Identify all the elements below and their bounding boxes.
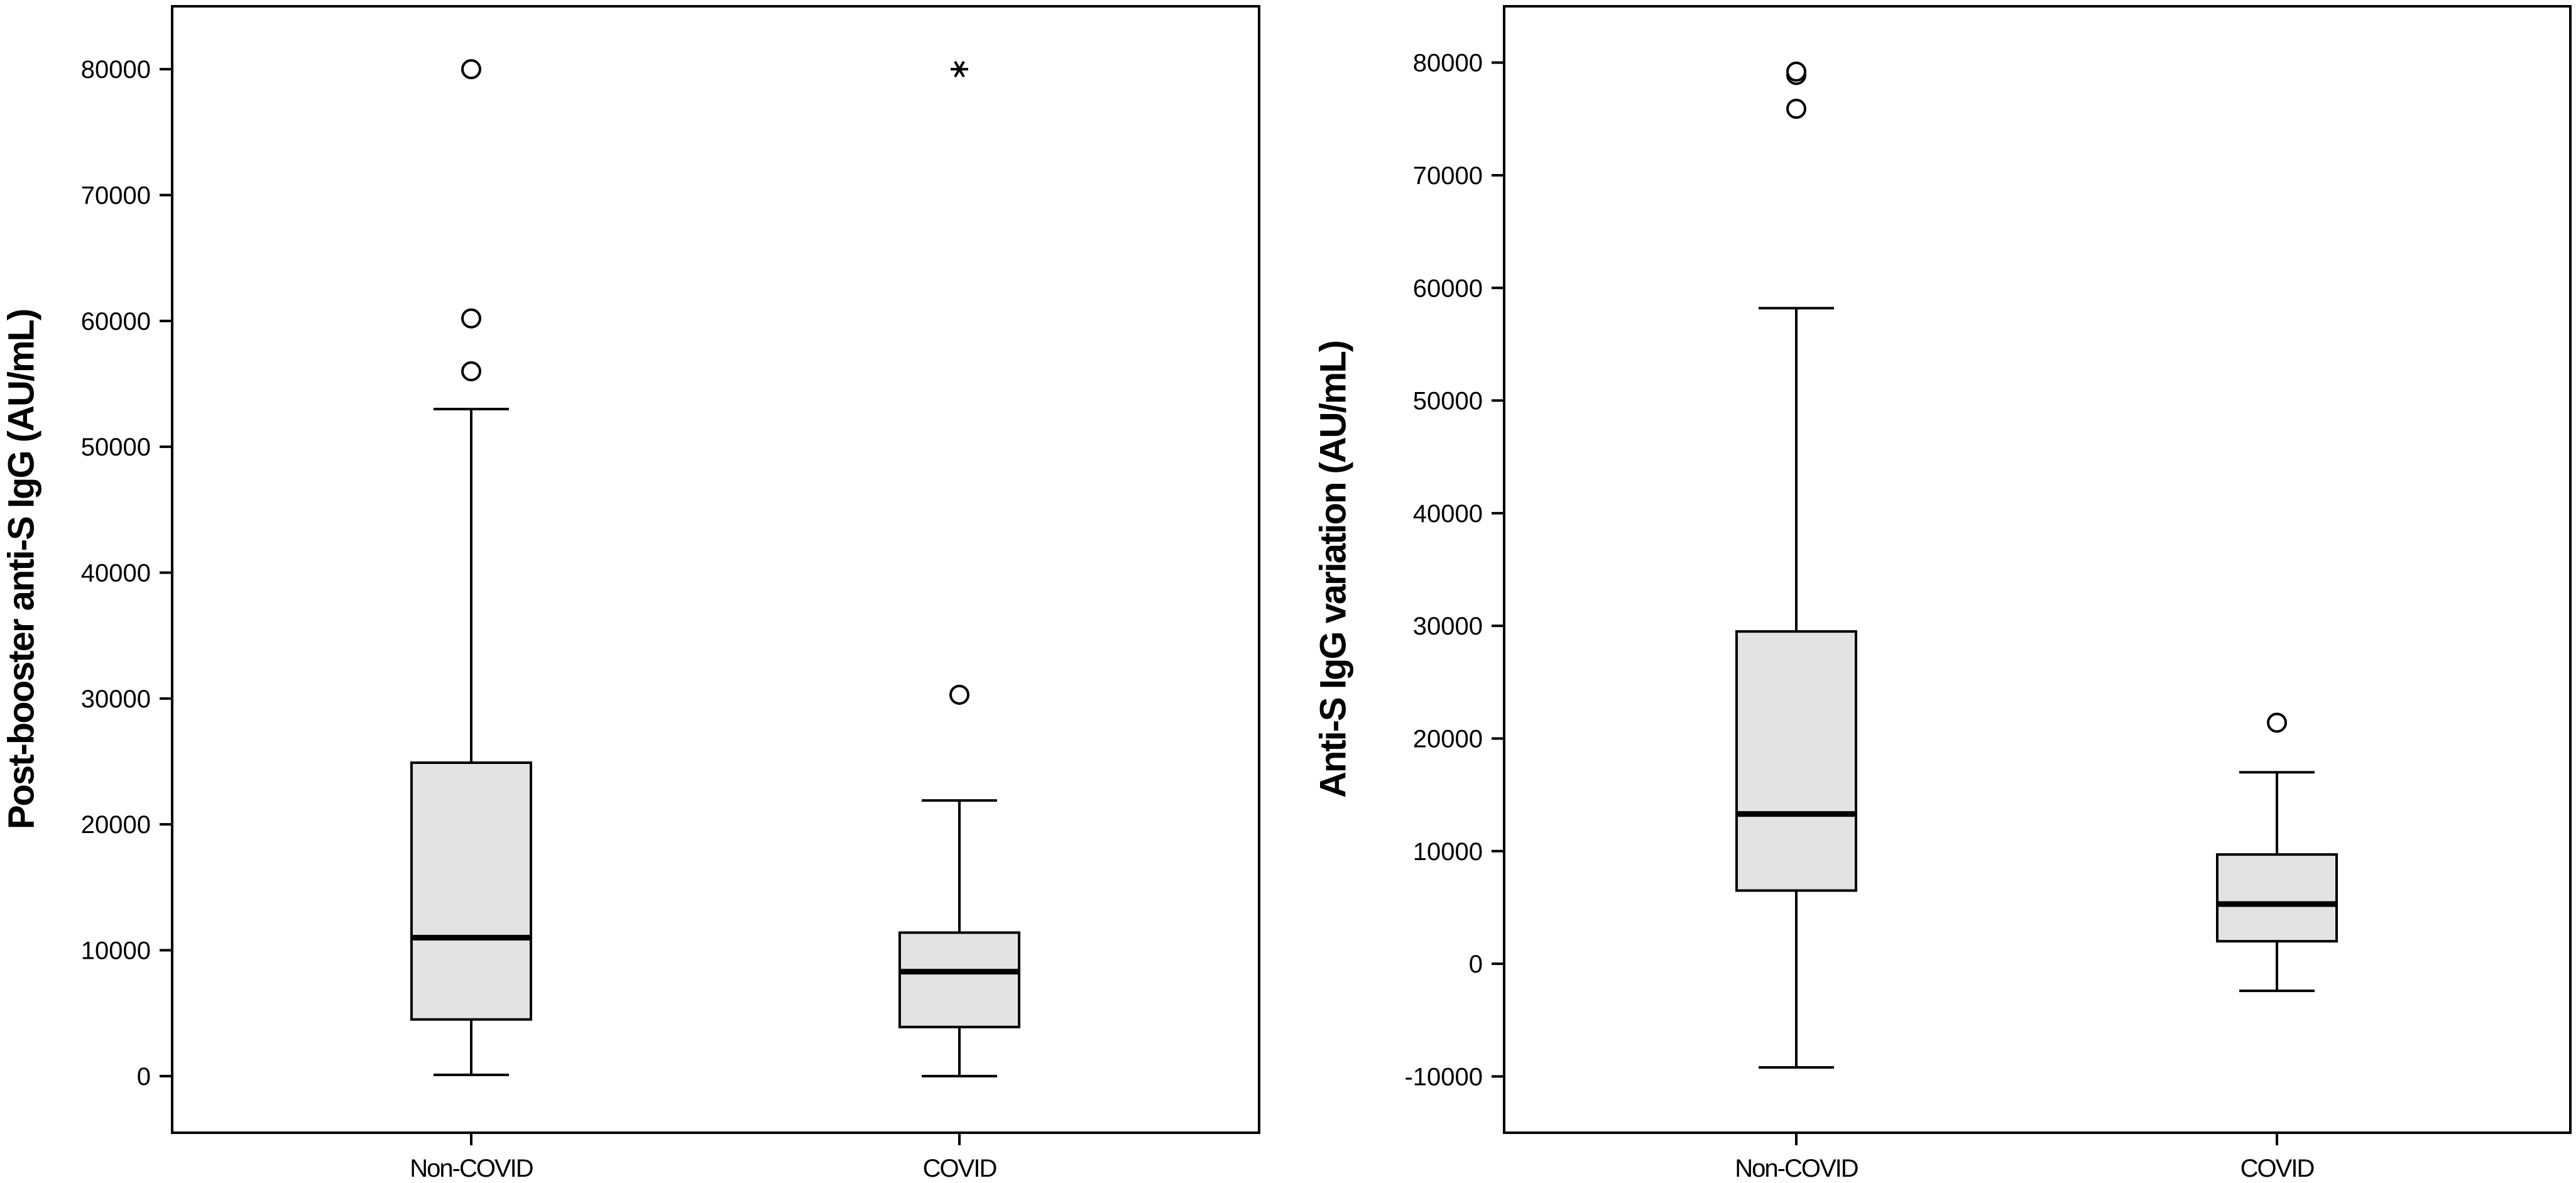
- y-tick-label: 40000: [81, 560, 151, 587]
- y-tick-label: 80000: [1413, 50, 1483, 77]
- y-tick-label: -10000: [1404, 1063, 1483, 1091]
- y-tick-label: 70000: [1413, 162, 1483, 190]
- iqr-box: [410, 761, 532, 1021]
- extreme-point-stroke: [954, 61, 965, 78]
- x-category-label: COVID: [923, 1155, 996, 1182]
- left-boxplot-panel: 0 10000 20000 30000 40000 50000 60000 70000 8000…: [1, 5, 1260, 1182]
- right-boxplot-panel: -10000 0 10000 20000 30000 40000 50000 60000 700…: [1313, 5, 2572, 1182]
- iqr-box: [898, 931, 1020, 1028]
- y-axis-title: Post-booster anti-S IgG (AU/mL): [1, 310, 42, 829]
- y-tick-label: 30000: [1413, 613, 1483, 640]
- outlier-point: [949, 684, 969, 705]
- iqr-box: [2216, 853, 2338, 943]
- x-category-label: COVID: [2240, 1155, 2314, 1182]
- y-tick-label: 0: [1469, 951, 1483, 978]
- y-tick-label: 50000: [81, 433, 151, 461]
- y-axis-title: Anti-S IgG variation (AU/mL): [1313, 341, 1354, 798]
- outlier-point: [2267, 712, 2287, 733]
- outlier-point: [461, 59, 481, 80]
- y-tick-label: 10000: [1413, 838, 1483, 866]
- y-tick-label: 20000: [81, 811, 151, 839]
- extreme-point: [951, 61, 968, 78]
- y-tick-label: 50000: [1413, 388, 1483, 415]
- y-tick-label: 10000: [81, 937, 151, 965]
- outlier-point: [461, 308, 481, 329]
- plot-frame: [1503, 5, 2572, 1134]
- outlier-point: [1786, 99, 1806, 119]
- y-tick-label: 40000: [1413, 500, 1483, 528]
- iqr-box: [1735, 630, 1857, 892]
- outlier-point: [1786, 61, 1806, 82]
- outlier-point: [461, 361, 481, 381]
- y-tick-label: 70000: [81, 182, 151, 210]
- y-tick-label: 0: [137, 1063, 151, 1091]
- y-tick-label: 60000: [1413, 275, 1483, 302]
- y-tick-label: 80000: [81, 56, 151, 84]
- x-category-label: Non-COVID: [410, 1155, 532, 1182]
- plot-frame: [171, 5, 1260, 1134]
- y-tick-label: 30000: [81, 685, 151, 713]
- x-category-label: Non-COVID: [1735, 1155, 1857, 1182]
- y-tick-label: 60000: [81, 308, 151, 335]
- y-tick-label: 20000: [1413, 725, 1483, 753]
